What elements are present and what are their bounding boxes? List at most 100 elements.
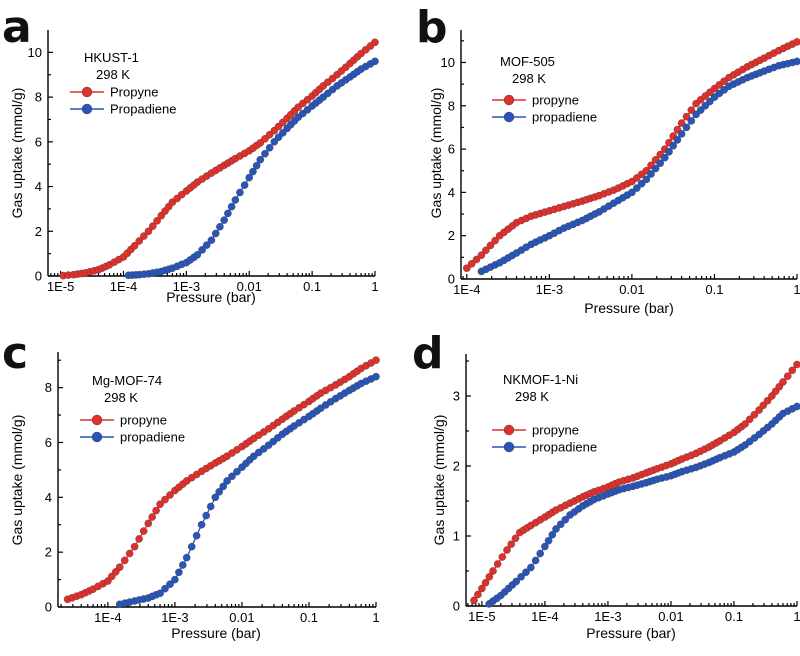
data-point <box>793 402 800 411</box>
data-point <box>211 229 220 238</box>
data-point <box>144 227 153 236</box>
data-point <box>120 556 129 565</box>
data-point <box>130 242 139 250</box>
data-point <box>211 493 220 502</box>
data-point <box>227 202 236 211</box>
y-tick-label: 0 <box>448 272 455 287</box>
data-point <box>231 196 240 204</box>
x-tick-label: 1E-3 <box>173 279 200 294</box>
data-point <box>215 488 223 496</box>
legend-label: propyne <box>532 423 579 438</box>
x-tick-label: 1 <box>793 282 800 297</box>
data-point <box>156 589 164 598</box>
sample-name: NKMOF-1-Ni <box>503 372 578 387</box>
x-tick-label: 1E-3 <box>161 610 188 625</box>
y-tick-label: 2 <box>35 224 42 239</box>
y-tick-label: 8 <box>35 90 42 105</box>
data-point <box>270 138 279 146</box>
data-point <box>161 495 169 504</box>
data-point <box>493 560 502 568</box>
data-point <box>224 209 232 218</box>
data-point <box>202 241 211 249</box>
legend-marker <box>503 441 515 453</box>
data-point <box>166 580 174 588</box>
data-point <box>261 149 269 158</box>
y-tick-label: 6 <box>45 435 52 450</box>
x-tick-label: 1E-3 <box>594 609 621 624</box>
x-tick-label: 1E-4 <box>531 609 558 624</box>
panel-letter: b <box>416 2 448 53</box>
panel-d: d 0 1 2 3 1E-5 1E-4 1E-3 0.01 0.1 1 Pressure (bar) G… <box>412 328 800 641</box>
data-point <box>489 567 497 575</box>
data-point <box>793 360 800 369</box>
data-point <box>187 542 196 551</box>
y-tick-label: 10 <box>28 45 42 60</box>
data-point <box>637 179 646 188</box>
data-point <box>511 534 520 543</box>
series-Propadiene <box>124 57 379 280</box>
y-tick-label: 8 <box>45 380 52 395</box>
x-axis-title: Pressure (bar) <box>586 625 675 641</box>
y-tick-label: 0 <box>45 600 52 615</box>
data-point <box>628 188 636 197</box>
x-tick-label: 1E-5 <box>47 279 74 294</box>
data-point <box>206 502 215 511</box>
data-point <box>193 251 202 259</box>
legend-marker <box>91 414 103 426</box>
data-point <box>175 568 183 577</box>
data-point <box>372 356 380 364</box>
data-point <box>261 135 269 143</box>
data-point <box>682 112 691 121</box>
data-point <box>152 506 160 515</box>
legend-label: Propadiene <box>110 102 177 117</box>
data-point <box>486 241 495 250</box>
x-tick-label: 1 <box>371 279 378 294</box>
y-tick-label: 1 <box>453 529 460 544</box>
data-point <box>682 123 691 132</box>
data-point <box>788 366 797 375</box>
y-tick-label: 8 <box>448 98 455 113</box>
data-point <box>522 568 530 576</box>
x-tick-label: 0.01 <box>237 279 262 294</box>
x-tick-label: 1E-4 <box>94 610 121 625</box>
data-point <box>507 540 515 548</box>
legend-marker <box>81 86 93 98</box>
data-point <box>135 237 143 245</box>
data-point <box>144 519 153 528</box>
legend-marker <box>81 103 93 115</box>
data-point <box>474 590 482 599</box>
data-point <box>156 500 164 508</box>
data-point <box>527 563 535 572</box>
x-tick-label: 1E-4 <box>110 279 137 294</box>
data-point <box>548 531 557 539</box>
legend-marker <box>503 111 515 123</box>
data-point <box>252 161 261 170</box>
data-point <box>687 106 696 114</box>
panel-a: a 0 2 4 6 8 10 1E-5 1E-4 1E-3 0.01 0.1 1 Pressure (ba… <box>2 2 379 305</box>
data-point <box>274 133 283 142</box>
data-point <box>265 144 274 152</box>
y-tick-label: 4 <box>45 490 52 505</box>
data-point <box>793 38 800 46</box>
y-tick-label: 6 <box>35 134 42 149</box>
legend-marker <box>503 424 515 436</box>
sample-name: Mg-MOF-74 <box>92 373 162 388</box>
x-tick-label: 0.1 <box>300 610 318 625</box>
data-point <box>256 155 265 164</box>
sample-name: MOF-505 <box>500 54 555 69</box>
data-point <box>793 57 800 66</box>
data-point <box>166 491 174 499</box>
x-tick-label: 0.1 <box>725 609 743 624</box>
legend-label: propyne <box>120 413 167 428</box>
data-point <box>463 264 471 272</box>
data-point <box>245 173 253 182</box>
y-tick-label: 2 <box>448 228 455 243</box>
data-point <box>220 216 228 224</box>
data-point <box>207 236 216 244</box>
temperature-label: 298 K <box>515 389 549 404</box>
data-point <box>642 175 651 184</box>
y-axis-title: Gas uptake (mmol/g) <box>9 88 25 219</box>
data-point <box>470 596 478 605</box>
y-axis-title: Gas uptake (mmol/g) <box>431 415 447 546</box>
